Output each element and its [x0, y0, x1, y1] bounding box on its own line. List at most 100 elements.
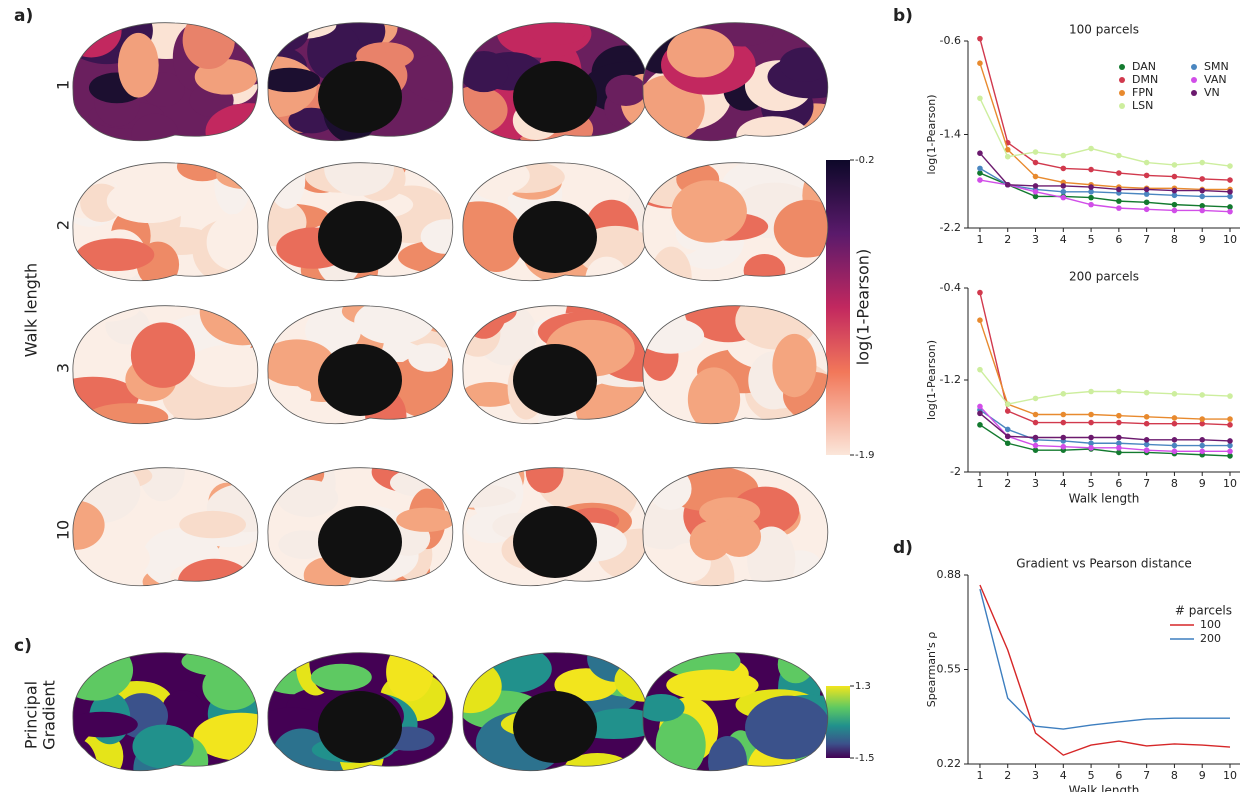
- brain-region: [187, 345, 271, 387]
- data-point: [977, 36, 983, 42]
- data-point: [1005, 408, 1011, 414]
- x-tick-label: 9: [1199, 769, 1206, 782]
- data-point: [1227, 163, 1233, 169]
- data-point: [1144, 160, 1150, 166]
- brain-region: [354, 299, 434, 345]
- x-tick-label: 2: [1004, 769, 1011, 782]
- colorbar-tick-label: -1.9: [855, 450, 875, 461]
- y-tick-label: -0.4: [940, 281, 961, 294]
- brain-region: [667, 28, 734, 77]
- data-point: [977, 411, 983, 417]
- data-point: [1005, 440, 1011, 446]
- medial-wall: [318, 344, 402, 416]
- legend-swatch: [1119, 103, 1125, 109]
- data-point: [1088, 184, 1094, 190]
- x-tick-label: 10: [1223, 477, 1237, 490]
- brain-region: [277, 480, 338, 517]
- x-tick-label: 1: [976, 769, 983, 782]
- data-point: [1116, 170, 1122, 176]
- gradient-label: Gradient: [40, 680, 59, 750]
- x-tick-label: 5: [1088, 477, 1095, 490]
- legend-label: FPN: [1132, 86, 1153, 99]
- x-tick-label: 8: [1171, 233, 1178, 246]
- data-point: [1144, 447, 1150, 453]
- data-point: [1033, 443, 1039, 449]
- panel-label: c): [14, 636, 32, 656]
- data-point: [1199, 449, 1205, 455]
- data-point: [1172, 162, 1178, 168]
- data-point: [1144, 390, 1150, 396]
- y-tick-label: -2.2: [940, 221, 961, 234]
- brain-region: [67, 712, 138, 738]
- x-tick-label: 5: [1088, 769, 1095, 782]
- brain-region: [528, 13, 587, 45]
- data-point: [1005, 401, 1011, 407]
- row-label: 2: [54, 220, 73, 230]
- data-point: [1033, 174, 1039, 180]
- colorbar-label: log(1-Pearson): [854, 249, 873, 365]
- brain-surface: [46, 441, 284, 604]
- data-point: [977, 95, 983, 101]
- x-tick-label: 8: [1171, 769, 1178, 782]
- x-tick-label: 10: [1223, 233, 1237, 246]
- brain-region: [263, 11, 336, 39]
- brain-surface: [246, 627, 460, 785]
- colorbar-tick-label: -1.5: [855, 753, 875, 764]
- row-label: 1: [54, 80, 73, 90]
- data-point: [1033, 160, 1039, 166]
- data-point: [1060, 166, 1066, 172]
- medial-wall: [513, 691, 597, 763]
- brain-region: [459, 51, 508, 92]
- brain-surface: [626, 140, 842, 307]
- data-point: [1005, 434, 1011, 440]
- data-point: [1172, 437, 1178, 443]
- medial-wall: [318, 506, 402, 578]
- data-point: [1227, 416, 1233, 422]
- legend-label: SMN: [1204, 60, 1229, 73]
- data-point: [1227, 189, 1233, 195]
- data-point: [1144, 421, 1150, 427]
- data-point: [1172, 391, 1178, 397]
- data-point: [1088, 202, 1094, 208]
- brain-region: [637, 318, 704, 354]
- data-point: [1199, 416, 1205, 422]
- x-tick-label: 3: [1032, 477, 1039, 490]
- brain-region: [651, 247, 692, 307]
- data-point: [1199, 194, 1205, 200]
- data-point: [1088, 445, 1094, 451]
- brain-region: [585, 257, 628, 302]
- data-point: [1060, 435, 1066, 441]
- brain-surface: [56, 640, 289, 792]
- legend-swatch: [1191, 64, 1197, 70]
- data-point: [1033, 435, 1039, 441]
- data-point: [1199, 443, 1205, 449]
- data-point: [1199, 437, 1205, 443]
- x-tick-label: 4: [1060, 477, 1067, 490]
- data-point: [1227, 422, 1233, 428]
- data-point: [1199, 208, 1205, 214]
- y-axis-label: log(1-Pearson): [925, 94, 938, 174]
- y-tick-label: 0.22: [937, 757, 962, 770]
- y-tick-label: -1.4: [940, 128, 961, 141]
- brain-surface: [635, 278, 851, 438]
- brain-region: [656, 713, 706, 777]
- brain-region: [666, 670, 758, 701]
- brain-region: [458, 157, 529, 195]
- brain-region: [526, 450, 564, 493]
- legend-label: VN: [1204, 86, 1220, 99]
- brain-region: [207, 214, 264, 271]
- data-point: [977, 60, 983, 66]
- brain-surface: [47, 278, 286, 443]
- brain-surface: [635, 645, 855, 792]
- brain-region: [772, 334, 816, 397]
- data-point: [1060, 153, 1066, 159]
- series-line: [980, 98, 1230, 166]
- brain-region: [708, 736, 747, 787]
- medial-wall: [513, 61, 597, 133]
- x-tick-label: 6: [1115, 233, 1122, 246]
- brain-surface: [52, 152, 273, 295]
- brain-region: [324, 141, 394, 196]
- gradient-label: Principal: [22, 681, 41, 749]
- data-point: [977, 422, 983, 428]
- data-point: [1033, 183, 1039, 189]
